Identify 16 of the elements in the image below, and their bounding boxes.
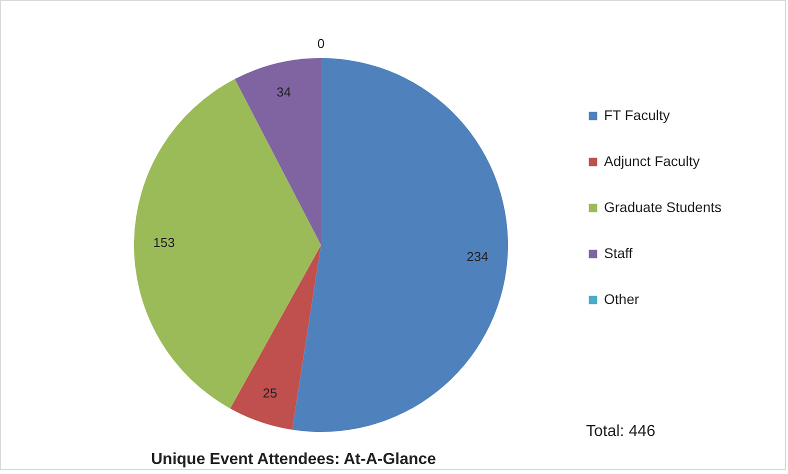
text: Total: 446 bbox=[586, 423, 656, 440]
legend-label: FT Faculty bbox=[604, 107, 670, 123]
pie-slice bbox=[134, 79, 321, 408]
pie-slice bbox=[292, 58, 508, 432]
data-label: 234 bbox=[466, 249, 488, 264]
data-label: 34 bbox=[276, 84, 291, 100]
pie-slice bbox=[230, 245, 321, 430]
data-label: 25 bbox=[262, 385, 278, 400]
legend-label: Adjunct Faculty bbox=[604, 153, 700, 169]
text: 0 bbox=[317, 36, 325, 51]
legend-label: Staff bbox=[604, 245, 633, 261]
pie-slice bbox=[234, 58, 321, 245]
text: Unique Event Attendees: At-A-Glance bbox=[151, 451, 436, 468]
legend-label: Graduate Students bbox=[604, 199, 722, 215]
legend-label: Other bbox=[604, 291, 640, 307]
data-label: 153 bbox=[153, 234, 175, 250]
